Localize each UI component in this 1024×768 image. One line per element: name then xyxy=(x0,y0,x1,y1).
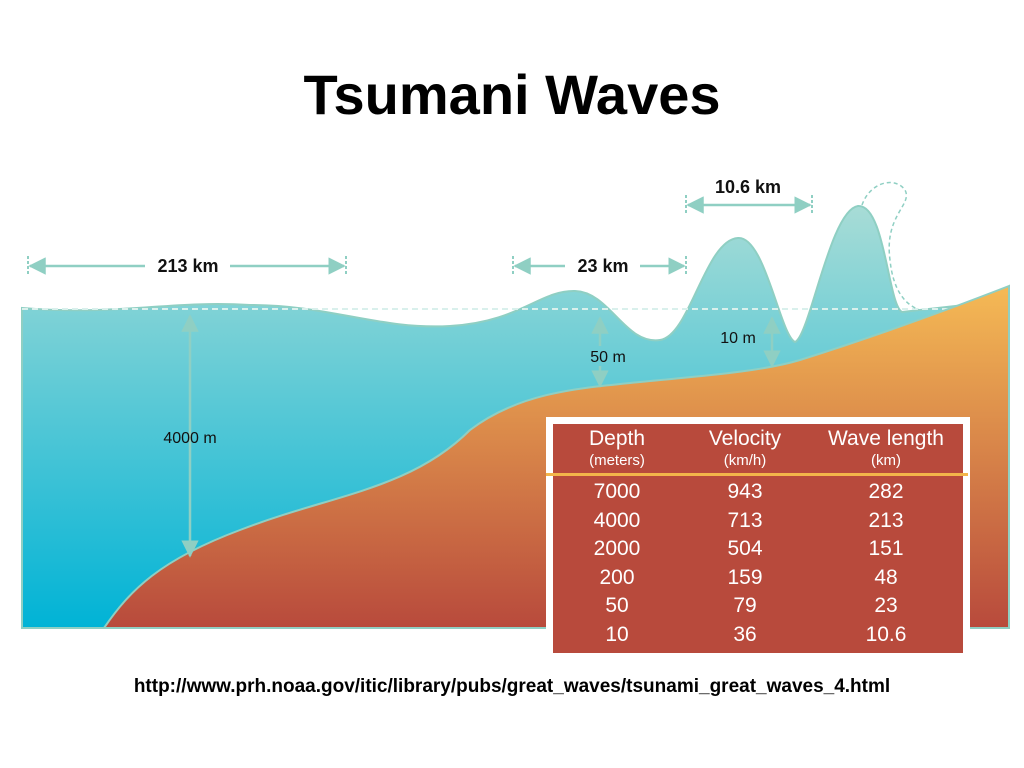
table-cell-wave-length: 23 xyxy=(874,594,898,618)
table-row: 10 36 10.6 xyxy=(553,621,963,650)
table-cell-wave-length: 10.6 xyxy=(865,622,907,646)
depth-deep-label: 4000 m xyxy=(163,430,216,447)
table-header-rule xyxy=(546,473,968,476)
wavelength-mid-marker: 23 km xyxy=(512,256,687,276)
table-cell-velocity: 79 xyxy=(733,594,757,618)
source-url: http://www.prh.noaa.gov/itic/library/pub… xyxy=(133,676,891,697)
wavelength-mid-label: 23 km xyxy=(577,256,628,276)
depth-deep-marker: 4000 m xyxy=(163,314,217,558)
table-row: 50 79 23 xyxy=(553,592,963,621)
depth-mid-marker: 50 m xyxy=(590,316,626,388)
table-cell-wave-length: 282 xyxy=(868,480,904,503)
table-cell-wave-length: 151 xyxy=(868,537,904,561)
wavelength-deep-marker: 213 km xyxy=(27,256,347,276)
table-cell-depth: 4000 xyxy=(593,508,641,532)
table-background xyxy=(553,424,963,653)
table-header: Depth (meters) Velocity (km/h) Wave leng… xyxy=(553,426,963,472)
table-cell-velocity: 36 xyxy=(733,622,757,646)
table-cell-depth: 200 xyxy=(599,565,635,589)
table-cell-wave-length: 48 xyxy=(874,565,898,589)
table-cell-wave-length: 213 xyxy=(868,508,904,532)
table-header-wave-length: Wave length (km) xyxy=(828,427,944,469)
table-cell-velocity: 504 xyxy=(727,537,763,561)
table-cell-velocity: 159 xyxy=(727,565,763,589)
table-row: 7000 943 282 xyxy=(553,478,963,507)
depth-shallow-marker: 10 m xyxy=(720,316,781,368)
table-cell-depth: 50 xyxy=(605,594,629,618)
depth-shallow-label: 10 m xyxy=(720,330,756,347)
table-row: 4000 713 213 xyxy=(553,507,963,536)
table-header-depth: Depth (meters) xyxy=(588,427,646,469)
depth-velocity-table: Depth (meters) Velocity (km/h) Wave leng… xyxy=(546,424,968,653)
breaking-wave-outline xyxy=(861,181,921,311)
table-row: 200 159 48 xyxy=(553,564,963,593)
table-cell-depth: 10 xyxy=(605,622,629,646)
table-row: 2000 504 151 xyxy=(553,535,963,564)
table-cell-velocity: 713 xyxy=(727,508,763,532)
wavelength-deep-label: 213 km xyxy=(157,256,218,276)
depth-mid-label: 50 m xyxy=(590,349,626,366)
table-cell-depth: 7000 xyxy=(593,480,641,503)
table-cell-velocity: 943 xyxy=(727,480,763,503)
slide-title: Tsumani Waves xyxy=(303,63,721,126)
wavelength-shallow-label: 10.6 km xyxy=(715,177,781,197)
wavelength-shallow-marker: 10.6 km xyxy=(685,177,813,215)
table-cell-depth: 2000 xyxy=(593,537,641,561)
table-header-velocity: Velocity (km/h) xyxy=(708,427,782,469)
